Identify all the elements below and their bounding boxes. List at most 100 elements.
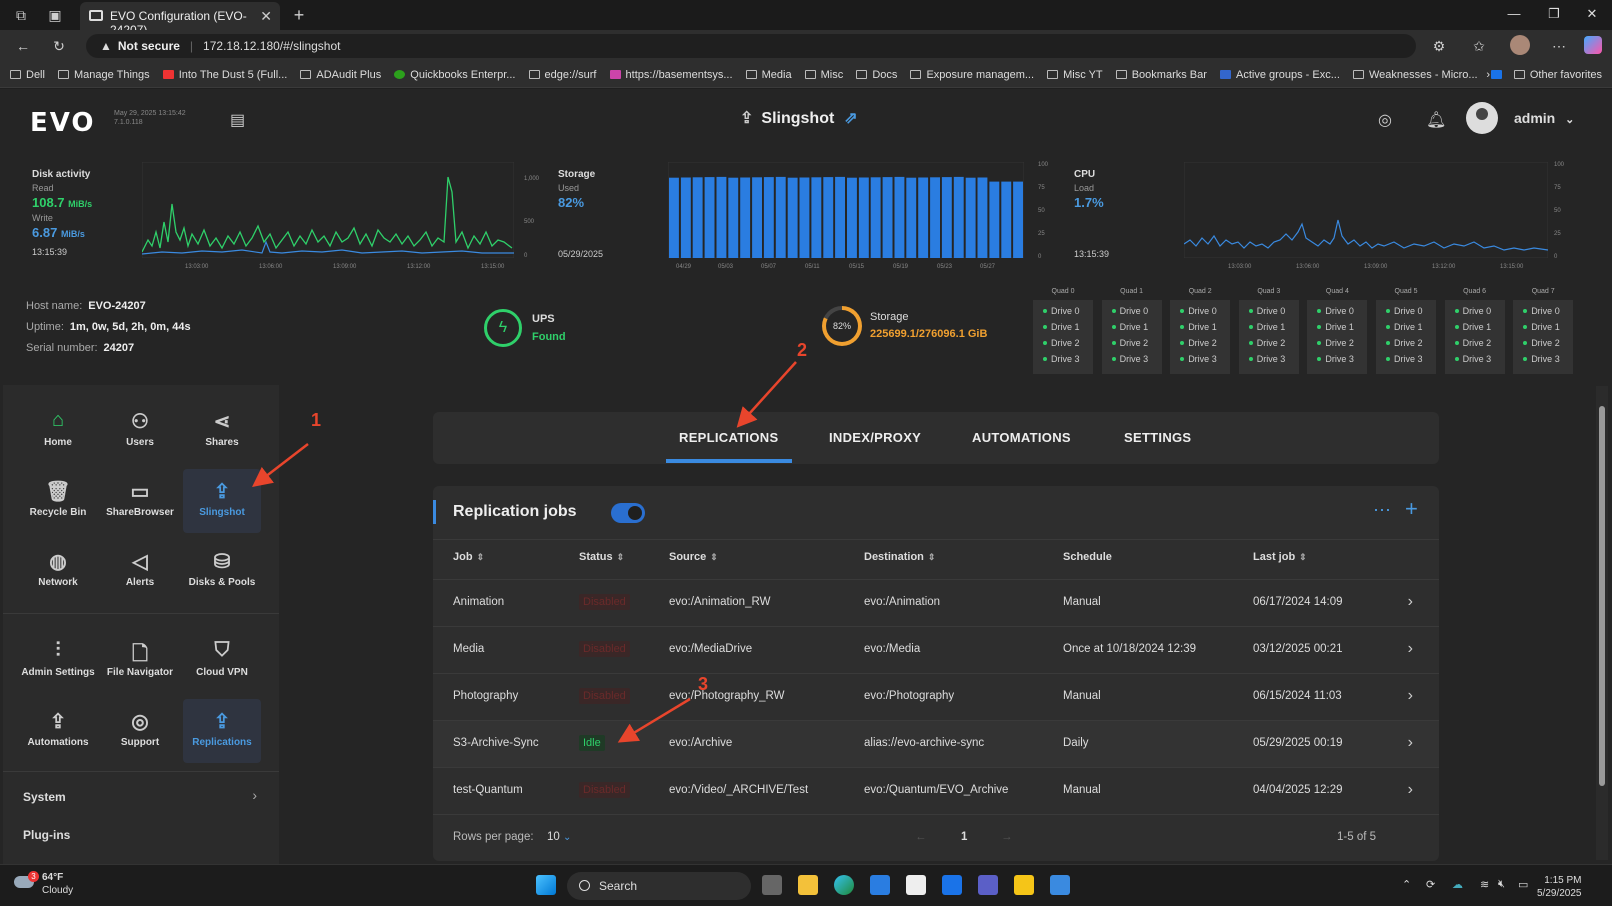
rows-per-page-select[interactable]: 10 ⌄ — [547, 831, 572, 843]
tab-replications[interactable]: REPLICATIONS — [679, 430, 779, 445]
start-icon[interactable] — [536, 875, 556, 895]
row-chevron-icon[interactable]: › — [1407, 640, 1413, 657]
col-status[interactable]: Status ⇕ — [579, 551, 625, 563]
outlook-bookmark[interactable] — [1490, 62, 1507, 87]
evo-logo[interactable]: EVO — [30, 108, 96, 138]
sidebar-item-cloud-vpn[interactable]: ⛉ Cloud VPN — [183, 629, 261, 693]
next-page-icon[interactable]: → — [1001, 831, 1013, 843]
sidebar-item-network[interactable]: ◍ Network — [19, 539, 97, 603]
sidebar-system[interactable]: System — [23, 790, 66, 804]
task-view-icon[interactable] — [762, 875, 782, 895]
col-job[interactable]: Job ⇕ — [453, 551, 485, 563]
col-destination[interactable]: Destination ⇕ — [864, 551, 936, 563]
table-row[interactable]: Media evo:/MediaDrive evo:/Media Once at 10… — [433, 627, 1439, 674]
prev-page-icon[interactable]: ← — [915, 831, 927, 843]
bookmark[interactable]: Into The Dust 5 (Full... — [162, 62, 287, 87]
replication-toggle[interactable] — [611, 503, 645, 523]
sidebar-item-users[interactable]: ⚇ Users — [101, 399, 179, 463]
back-icon[interactable]: ← — [16, 38, 30, 54]
table-row[interactable]: Animation evo:/Animation_RW evo:/Animation… — [433, 580, 1439, 627]
col-source[interactable]: Source ⇕ — [669, 551, 718, 563]
close-window-icon[interactable]: ✕ — [1586, 6, 1598, 21]
sidebar-item-shares[interactable]: ⋖ Shares — [183, 399, 261, 463]
battery-icon[interactable]: ▭ — [1518, 879, 1529, 891]
bookmark[interactable]: Media — [745, 62, 792, 87]
tray-overflow-icon[interactable]: ⌃ — [1402, 879, 1412, 891]
extensions-icon[interactable]: ⚙ — [1432, 38, 1446, 54]
more-icon[interactable]: ⋯ — [1552, 38, 1566, 54]
outlook-icon[interactable] — [942, 875, 962, 895]
panel-toggle-icon[interactable]: ▤ — [230, 112, 246, 129]
bookmark[interactable]: Weaknesses - Micro... — [1352, 62, 1478, 87]
row-chevron-icon[interactable]: › — [1407, 734, 1413, 751]
taskbar-clock[interactable]: 1:15 PM 5/29/2025 — [1537, 875, 1582, 899]
store-icon[interactable] — [870, 875, 890, 895]
table-row[interactable]: Photography evo:/Photography_RW evo:/Photo… — [433, 674, 1439, 721]
row-chevron-icon[interactable]: › — [1407, 593, 1413, 610]
calendar-icon[interactable] — [906, 875, 926, 895]
row-chevron-icon[interactable]: › — [1407, 781, 1413, 798]
close-tab-icon[interactable]: ✕ — [260, 8, 272, 24]
add-job-icon[interactable]: + — [1405, 496, 1418, 521]
row-chevron-icon[interactable]: › — [1407, 687, 1413, 704]
bookmark[interactable]: Manage Things — [58, 62, 150, 87]
sidebar-item-disks-pools[interactable]: ⛁ Disks & Pools — [183, 539, 261, 603]
wifi-icon[interactable]: ≋ — [1480, 879, 1490, 891]
tab-automations[interactable]: AUTOMATIONS — [972, 430, 1071, 445]
page-number[interactable]: 1 — [961, 831, 968, 843]
page-scrollbar[interactable] — [1596, 386, 1608, 860]
favorites-icon[interactable]: ✩ — [1473, 38, 1485, 54]
user-avatar[interactable] — [1466, 102, 1498, 134]
refresh-icon[interactable]: ↻ — [53, 38, 65, 54]
new-tab-icon[interactable]: + — [293, 5, 305, 25]
support-icon[interactable]: ◎ — [1378, 112, 1392, 129]
edge-icon[interactable] — [834, 875, 854, 895]
sidebar-plugins[interactable]: Plug-ins — [23, 828, 71, 842]
minimize-icon[interactable]: — — [1507, 6, 1521, 21]
tab-settings[interactable]: SETTINGS — [1124, 430, 1192, 445]
user-menu[interactable]: admin ⌄ — [1514, 110, 1575, 126]
onedrive-icon[interactable]: ☁ — [1452, 879, 1463, 891]
sidebar-item-recycle-bin[interactable]: 🗑︎ Recycle Bin — [19, 469, 97, 533]
restore-icon[interactable]: ❐ — [1548, 6, 1560, 21]
bookmark[interactable]: Exposure managem... — [910, 62, 1034, 87]
sidebar-item-admin-settings[interactable]: ⫶ Admin Settings — [19, 629, 97, 693]
url-field[interactable]: ▲ Not secure | 172.18.12.180/#/slingshot — [86, 34, 1416, 58]
sidebar-item-sharebrowser[interactable]: ▭ ShareBrowser — [101, 469, 179, 533]
table-row[interactable]: test-Quantum evo:/Video/_ARCHIVE/Test evo:… — [433, 768, 1439, 815]
bell-icon[interactable]: 🔔︎ — [1426, 112, 1447, 129]
table-row[interactable]: S3-Archive-Sync evo:/Archive alias://evo-a… — [433, 721, 1439, 768]
chevron-right-icon[interactable]: › — [252, 787, 257, 803]
sidebar-item-replications[interactable]: ⇪ Replications — [183, 699, 261, 763]
sidebar-item-alerts[interactable]: ◁ Alerts — [101, 539, 179, 603]
bookmark[interactable]: Misc — [804, 62, 843, 87]
r-app-icon[interactable] — [1014, 875, 1034, 895]
workspaces-icon[interactable]: ⧉ — [16, 7, 26, 23]
sidebar-item-home[interactable]: ⌂ Home — [19, 399, 97, 463]
weather-widget[interactable]: 64°F Cloudy 3 — [14, 871, 73, 897]
sidebar-item-support[interactable]: ◎ Support — [101, 699, 179, 763]
copilot-icon[interactable] — [1584, 36, 1602, 54]
mute-icon[interactable]: 🔇︎ — [1498, 878, 1505, 890]
tab-actions-icon[interactable]: ▣ — [48, 7, 62, 23]
profile-avatar[interactable] — [1510, 35, 1530, 55]
bookmarks-overflow-icon[interactable]: › — [1486, 69, 1490, 81]
file-explorer-icon[interactable] — [798, 875, 818, 895]
taskbar-search[interactable]: Search — [567, 872, 751, 900]
sidebar-item-file-navigator[interactable]: 🗋︎ File Navigator — [101, 629, 179, 693]
teams-icon[interactable] — [978, 875, 998, 895]
other-favorites[interactable]: Other favorites — [1513, 62, 1602, 87]
sidebar-item-slingshot[interactable]: ⇪ Slingshot — [183, 469, 261, 533]
bookmark[interactable]: edge://surf — [528, 62, 596, 87]
col-last-job[interactable]: Last job ⇕ — [1253, 551, 1307, 563]
bookmark[interactable]: ADAudit Plus — [300, 62, 381, 87]
sidebar-item-automations[interactable]: ⇪ Automations — [19, 699, 97, 763]
sync-icon[interactable]: ⟳ — [1426, 879, 1436, 891]
bookmark[interactable]: Bookmarks Bar — [1115, 62, 1207, 87]
bookmark[interactable]: Misc YT — [1047, 62, 1103, 87]
more-options-icon[interactable]: ⋯ — [1373, 500, 1391, 520]
bookmark[interactable]: Active groups - Exc... — [1219, 62, 1340, 87]
bookmark[interactable]: Dell — [10, 62, 45, 87]
tab-index-proxy[interactable]: INDEX/PROXY — [829, 430, 922, 445]
bookmark[interactable]: Docs — [856, 62, 897, 87]
